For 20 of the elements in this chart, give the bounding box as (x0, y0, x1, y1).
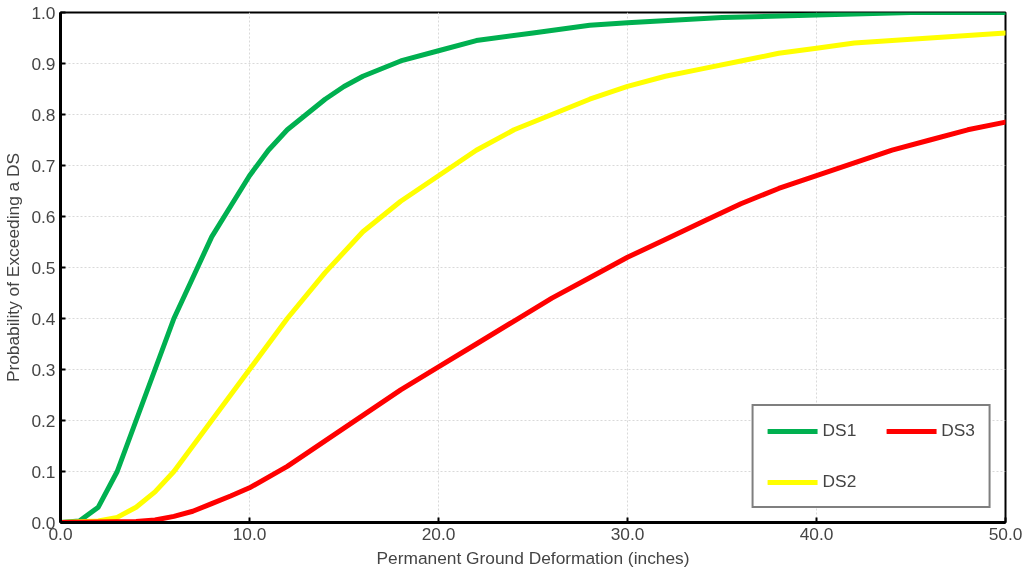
y-tick-label: 0.5 (31, 257, 56, 278)
x-axis-title: Permanent Ground Deformation (inches) (376, 547, 690, 568)
y-tick-label: 0.1 (31, 461, 56, 482)
y-tick-label: 0.9 (31, 53, 56, 74)
y-axis-title: Probability of Exceeding a DS (3, 152, 24, 383)
legend-label: DS1 (822, 420, 857, 441)
y-tick-label: 0.4 (31, 308, 56, 329)
legend-label: DS3 (941, 420, 975, 441)
x-tick-label: 40.0 (799, 523, 834, 544)
y-tick-label: 0.3 (31, 359, 56, 380)
x-tick-label: 50.0 (988, 523, 1023, 544)
x-tick-label: 30.0 (610, 523, 645, 544)
x-tick-label: 20.0 (421, 523, 456, 544)
legend-label: DS2 (822, 471, 857, 492)
y-tick-label: 0.7 (31, 155, 56, 176)
y-tick-label: 1.0 (31, 2, 56, 23)
y-tick-label: 0.8 (31, 104, 56, 125)
x-tick-label: 10.0 (232, 523, 267, 544)
y-tick-label: 0.2 (31, 410, 56, 431)
y-tick-label: 0.6 (31, 206, 56, 227)
